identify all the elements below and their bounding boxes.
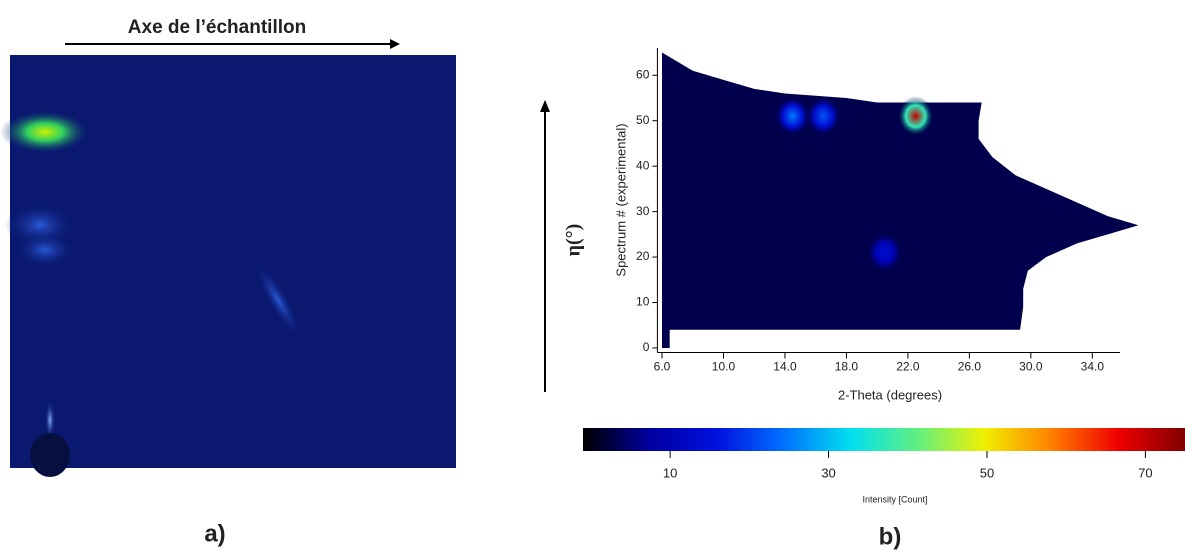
y-tick-label: 0: [643, 340, 650, 354]
x-tick-label: 26.0: [958, 360, 982, 374]
heatmap-spot: [897, 96, 934, 137]
y-axis-label: Spectrum # (experimental): [613, 123, 628, 276]
colorbar-label: Intensity [Count]: [862, 494, 927, 504]
colorbar-tick-label: 10: [663, 465, 677, 480]
side-label: η(°): [563, 224, 585, 257]
y-tick-label: 30: [636, 204, 650, 218]
heatmap-region: [662, 52, 1139, 348]
panel-label: b): [879, 523, 902, 550]
colorbar: [583, 428, 1185, 451]
heatmap-spot: [866, 232, 903, 273]
heatmap-spot: [774, 96, 811, 137]
x-axis-label: 2-Theta (degrees): [838, 387, 942, 402]
colorbar-tick-label: 30: [821, 465, 835, 480]
x-tick-label: 6.0: [654, 360, 671, 374]
y-tick-label: 10: [636, 295, 650, 309]
y-tick-label: 60: [636, 67, 650, 81]
detector-image: [0, 55, 456, 477]
arrow-head: [390, 39, 400, 49]
y-tick-label: 40: [636, 158, 650, 172]
panel-label: a): [204, 520, 225, 547]
y-tick-label: 50: [636, 113, 650, 127]
x-tick-label: 22.0: [896, 360, 920, 374]
y-tick-label: 20: [636, 249, 650, 263]
x-tick-label: 14.0: [773, 360, 797, 374]
heatmap-spot: [805, 96, 842, 137]
x-tick-label: 34.0: [1081, 360, 1105, 374]
panel-title: Axe de l’échantillon: [128, 17, 306, 38]
x-tick-label: 30.0: [1019, 360, 1043, 374]
x-tick-label: 18.0: [835, 360, 859, 374]
colorbar-tick-label: 70: [1138, 465, 1152, 480]
colorbar-tick-label: 50: [980, 465, 994, 480]
x-tick-label: 10.0: [712, 360, 736, 374]
arrow-head: [540, 100, 550, 112]
